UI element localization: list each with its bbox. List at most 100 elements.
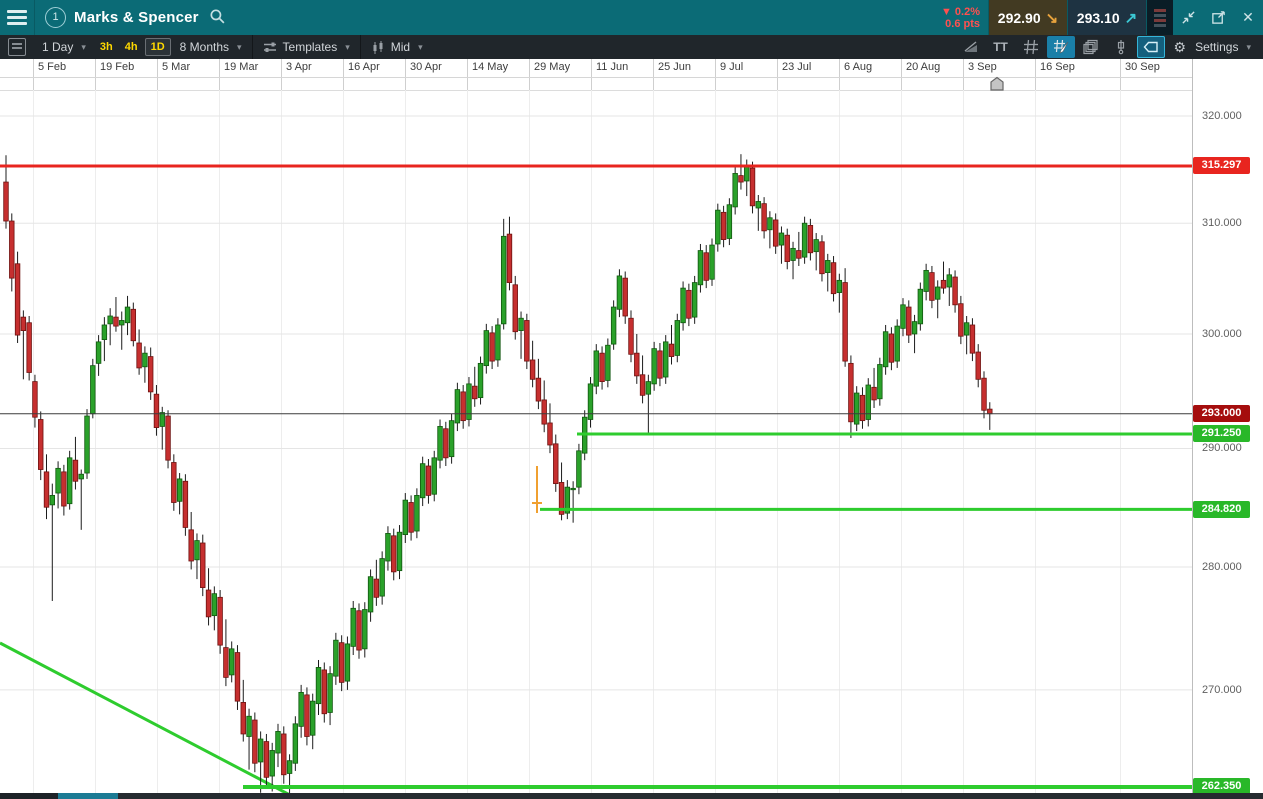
candle-down [147, 356, 154, 393]
popout-window-icon[interactable] [1203, 0, 1233, 35]
settings-dropdown[interactable]: ⚙ Settings ▾ [1166, 35, 1259, 59]
time-tick [95, 59, 96, 90]
candle-down [200, 542, 206, 589]
candle-up [448, 420, 455, 458]
candle-up [101, 324, 108, 341]
sell-price-button[interactable]: 292.90 ↘ [988, 0, 1067, 35]
templates-dropdown[interactable]: Templates ▾ [255, 35, 358, 59]
price-axis[interactable] [1192, 59, 1263, 793]
candle-down [952, 276, 958, 306]
candle-up [327, 673, 333, 713]
time-tick [467, 59, 468, 90]
candle-up [49, 495, 55, 506]
candle-down [304, 694, 310, 737]
candle-up [315, 667, 322, 705]
candle-up [645, 381, 652, 395]
candle-down [553, 443, 559, 485]
time-tick-label: 16 Sep [1040, 61, 1075, 73]
candle-up [709, 244, 715, 280]
trend-area-tool-icon[interactable] [957, 36, 985, 58]
drawing-tool-icon[interactable] [1046, 36, 1075, 58]
close-icon[interactable]: ✕ [1242, 9, 1254, 25]
candle-up [593, 350, 599, 387]
candle-up [518, 317, 524, 331]
candle-up [651, 348, 657, 385]
candle-up [691, 282, 698, 318]
candle-down [356, 610, 362, 651]
time-tick [529, 59, 530, 90]
candle-up [767, 217, 773, 231]
candle-up [367, 576, 374, 613]
axis-divider [0, 77, 1192, 78]
search-icon[interactable] [209, 8, 226, 30]
candle-up [119, 320, 125, 326]
grid-icon[interactable] [1017, 36, 1045, 58]
candle-up [90, 365, 96, 415]
candle-down [859, 394, 866, 422]
candle-down [987, 408, 993, 415]
candle-up [610, 306, 617, 345]
price-type-dropdown[interactable]: Mid ▾ [363, 35, 431, 59]
candle-down [784, 234, 790, 262]
candle-up [877, 364, 883, 400]
time-tick-label: 30 Sep [1125, 61, 1160, 73]
candle-up [790, 247, 796, 261]
time-axis[interactable]: 5 Feb 19 Feb 5 Mar 19 Mar 3 Apr 16 Apr 30 Apr 1… [0, 59, 1192, 90]
candle-up [576, 450, 582, 488]
candle-down [188, 529, 194, 562]
candle-up [674, 320, 680, 356]
collapse-window-icon[interactable] [1173, 0, 1203, 35]
watchlist-icon[interactable] [0, 35, 34, 59]
chart-toolbar: 1 Day ▾ 3h 4h 1D 8 Months ▾ Templates ▾ … [0, 35, 1263, 60]
candle-down [819, 241, 825, 275]
price-tag-icon[interactable] [1136, 36, 1165, 58]
candle-anchor-icon[interactable] [1107, 36, 1135, 58]
candle-down [772, 219, 779, 247]
buy-price: 293.10 [1076, 9, 1120, 26]
order-book-icon[interactable] [1146, 0, 1173, 35]
scrollbar-thumb[interactable] [58, 793, 118, 799]
price-chart[interactable] [0, 90, 1192, 797]
candle-down [240, 702, 246, 735]
candle-down [535, 377, 542, 402]
time-marker[interactable] [985, 76, 1009, 96]
candle-up [396, 531, 403, 572]
candle-up [911, 321, 918, 335]
time-tick-label: 25 Jun [658, 61, 692, 73]
buy-price-button[interactable]: 293.10 ↗ [1067, 0, 1146, 35]
candle-down [703, 252, 709, 281]
candle-down [668, 343, 675, 357]
quick-interval-4h[interactable]: 4h [124, 41, 138, 53]
candle-down [136, 342, 142, 369]
candle-up [379, 558, 385, 597]
candle-up [564, 486, 571, 514]
candle-down [541, 399, 547, 425]
quick-interval-3h[interactable]: 3h [99, 41, 113, 53]
text-tool-icon[interactable]: TT [993, 40, 1008, 54]
range-label: 8 Months [179, 40, 229, 54]
interval-label: 1 Day [42, 40, 74, 54]
candle-down [234, 652, 241, 702]
time-tick [963, 59, 964, 90]
layers-icon[interactable] [1077, 36, 1105, 58]
candle-up [477, 362, 484, 399]
chevron-down-icon: ▾ [1246, 41, 1251, 52]
candle-up [419, 463, 426, 499]
candle-down [958, 303, 964, 337]
candle-down [871, 386, 877, 401]
candle-up [500, 235, 507, 325]
candle-up [963, 322, 970, 336]
candle-down [373, 578, 380, 598]
menu-icon[interactable] [0, 0, 35, 35]
candle-up [362, 609, 368, 650]
chevron-down-icon: ▾ [345, 41, 350, 52]
quick-interval-1d[interactable]: 1D [144, 38, 171, 56]
candle-down [489, 332, 495, 362]
candle-up [732, 173, 738, 208]
candle-down [547, 422, 553, 446]
horizontal-scrollbar[interactable] [0, 793, 1263, 799]
time-tick [901, 59, 902, 90]
range-dropdown[interactable]: 8 Months ▾ [172, 35, 250, 59]
interval-dropdown[interactable]: 1 Day ▾ [34, 35, 94, 59]
candle-up [55, 467, 61, 494]
